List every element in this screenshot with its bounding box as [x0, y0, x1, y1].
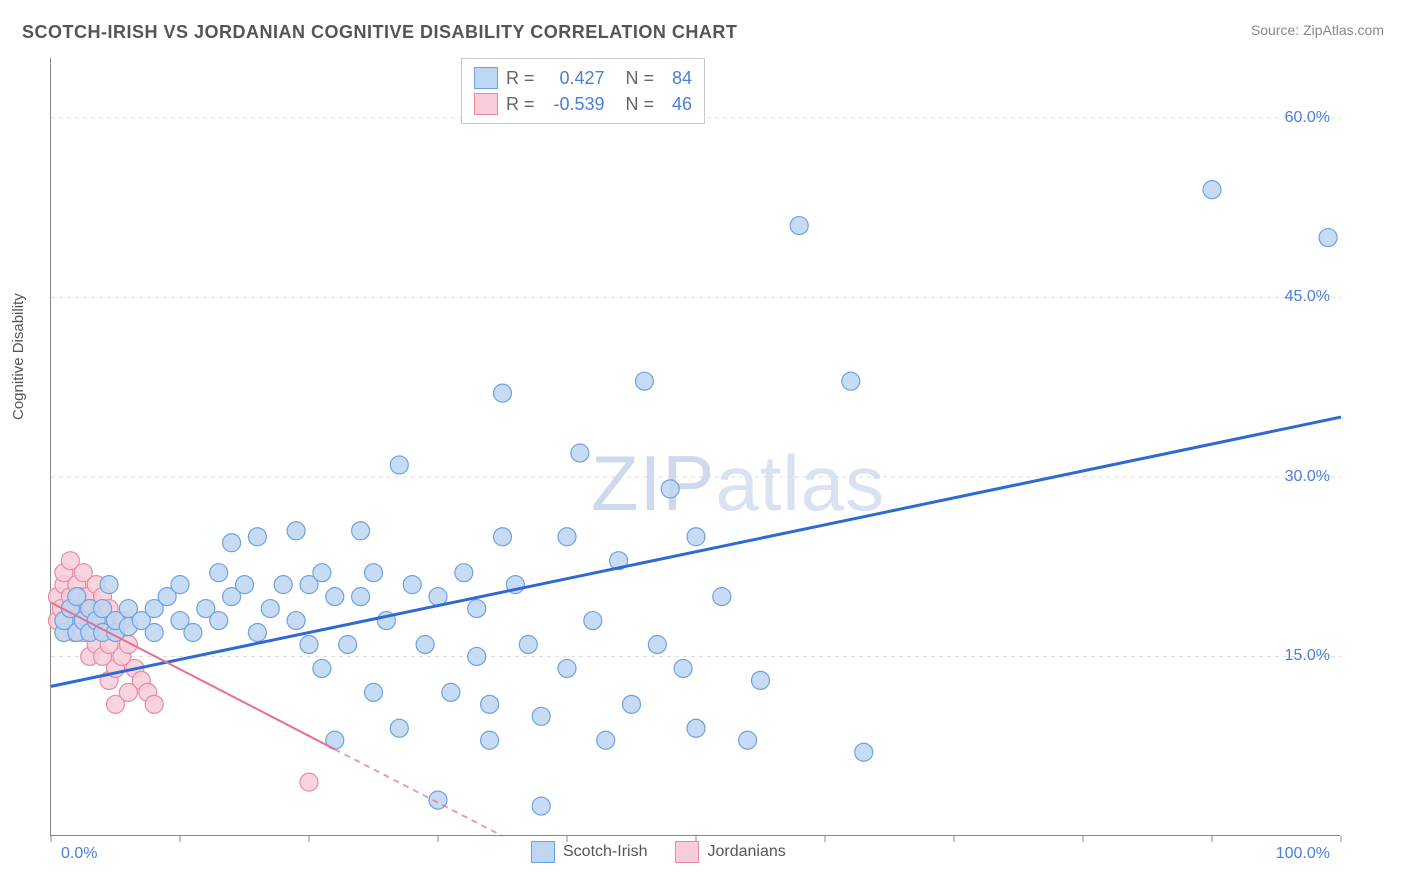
y-tick-label: 60.0% [1285, 109, 1330, 127]
legend-swatch-jordanians [675, 841, 699, 863]
r-value-scotch-irish: 0.427 [543, 68, 605, 89]
legend-item-jordanians: Jordanians [675, 841, 785, 863]
stats-row-jordanians: R = -0.539 N = 46 [474, 91, 692, 117]
n-value-scotch-irish: 84 [662, 68, 692, 89]
n-label: N = [626, 68, 655, 89]
r-label: R = [506, 68, 535, 89]
n-label: N = [626, 94, 655, 115]
y-tick-label: 30.0% [1285, 468, 1330, 486]
correlation-stats-box: R = 0.427 N = 84 R = -0.539 N = 46 [461, 58, 705, 124]
stats-row-scotch-irish: R = 0.427 N = 84 [474, 65, 692, 91]
source-label: Source: [1251, 22, 1299, 38]
y-tick-label: 45.0% [1285, 288, 1330, 306]
source-name: ZipAtlas.com [1303, 22, 1384, 38]
r-label: R = [506, 94, 535, 115]
legend-label-scotch-irish: Scotch-Irish [563, 843, 647, 861]
swatch-jordanians [474, 93, 498, 115]
x-axis-min-label: 0.0% [61, 845, 97, 863]
n-value-jordanians: 46 [662, 94, 692, 115]
y-tick-label: 15.0% [1285, 647, 1330, 665]
legend-swatch-scotch-irish [531, 841, 555, 863]
r-value-jordanians: -0.539 [543, 94, 605, 115]
x-axis-max-label: 100.0% [1276, 845, 1330, 863]
swatch-scotch-irish [474, 67, 498, 89]
y-axis-label: Cognitive Disability [10, 293, 27, 420]
legend-item-scotch-irish: Scotch-Irish [531, 841, 647, 863]
legend-label-jordanians: Jordanians [707, 843, 785, 861]
chart-plot-area: ZIPatlas 15.0%30.0%45.0%60.0% 0.0% 100.0… [50, 58, 1340, 836]
chart-title: SCOTCH-IRISH VS JORDANIAN COGNITIVE DISA… [22, 22, 737, 43]
scatter-plot-svg [51, 58, 1340, 835]
legend: Scotch-Irish Jordanians [531, 841, 786, 863]
source-attribution: Source: ZipAtlas.com [1251, 22, 1384, 38]
